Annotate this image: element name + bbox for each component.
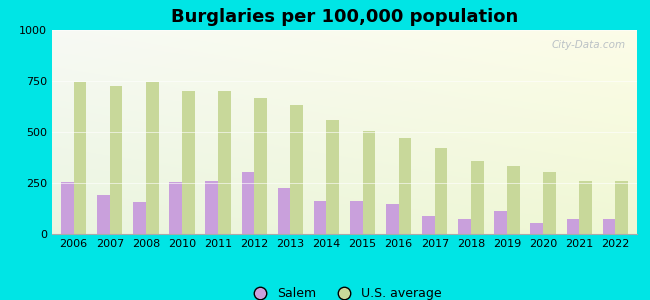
Bar [242,172,254,234]
Bar [314,201,326,234]
Bar [543,172,556,234]
Bar [422,216,435,234]
Bar [458,219,471,234]
Bar [291,106,303,234]
Bar [567,219,579,234]
Bar [363,131,375,234]
Bar [278,188,291,234]
Bar [386,204,398,234]
Bar [603,219,616,234]
Bar [146,82,159,234]
Bar [133,202,146,234]
Bar [435,148,447,234]
Bar [616,181,628,234]
Bar [61,182,73,234]
Bar [110,86,122,234]
Bar [170,182,182,234]
Bar [326,120,339,234]
Bar [579,182,592,234]
Bar [398,138,411,234]
Bar [471,160,484,234]
Bar [350,201,363,234]
Bar [73,82,86,234]
Bar [97,195,110,234]
Legend: Salem, U.S. average: Salem, U.S. average [242,282,447,300]
Bar [218,91,231,234]
Bar [507,166,519,234]
Bar [530,223,543,234]
Bar [254,98,267,234]
Text: City-Data.com: City-Data.com [551,40,625,50]
Bar [182,91,194,234]
Title: Burglaries per 100,000 population: Burglaries per 100,000 population [171,8,518,26]
Bar [205,181,218,234]
Bar [495,211,507,234]
